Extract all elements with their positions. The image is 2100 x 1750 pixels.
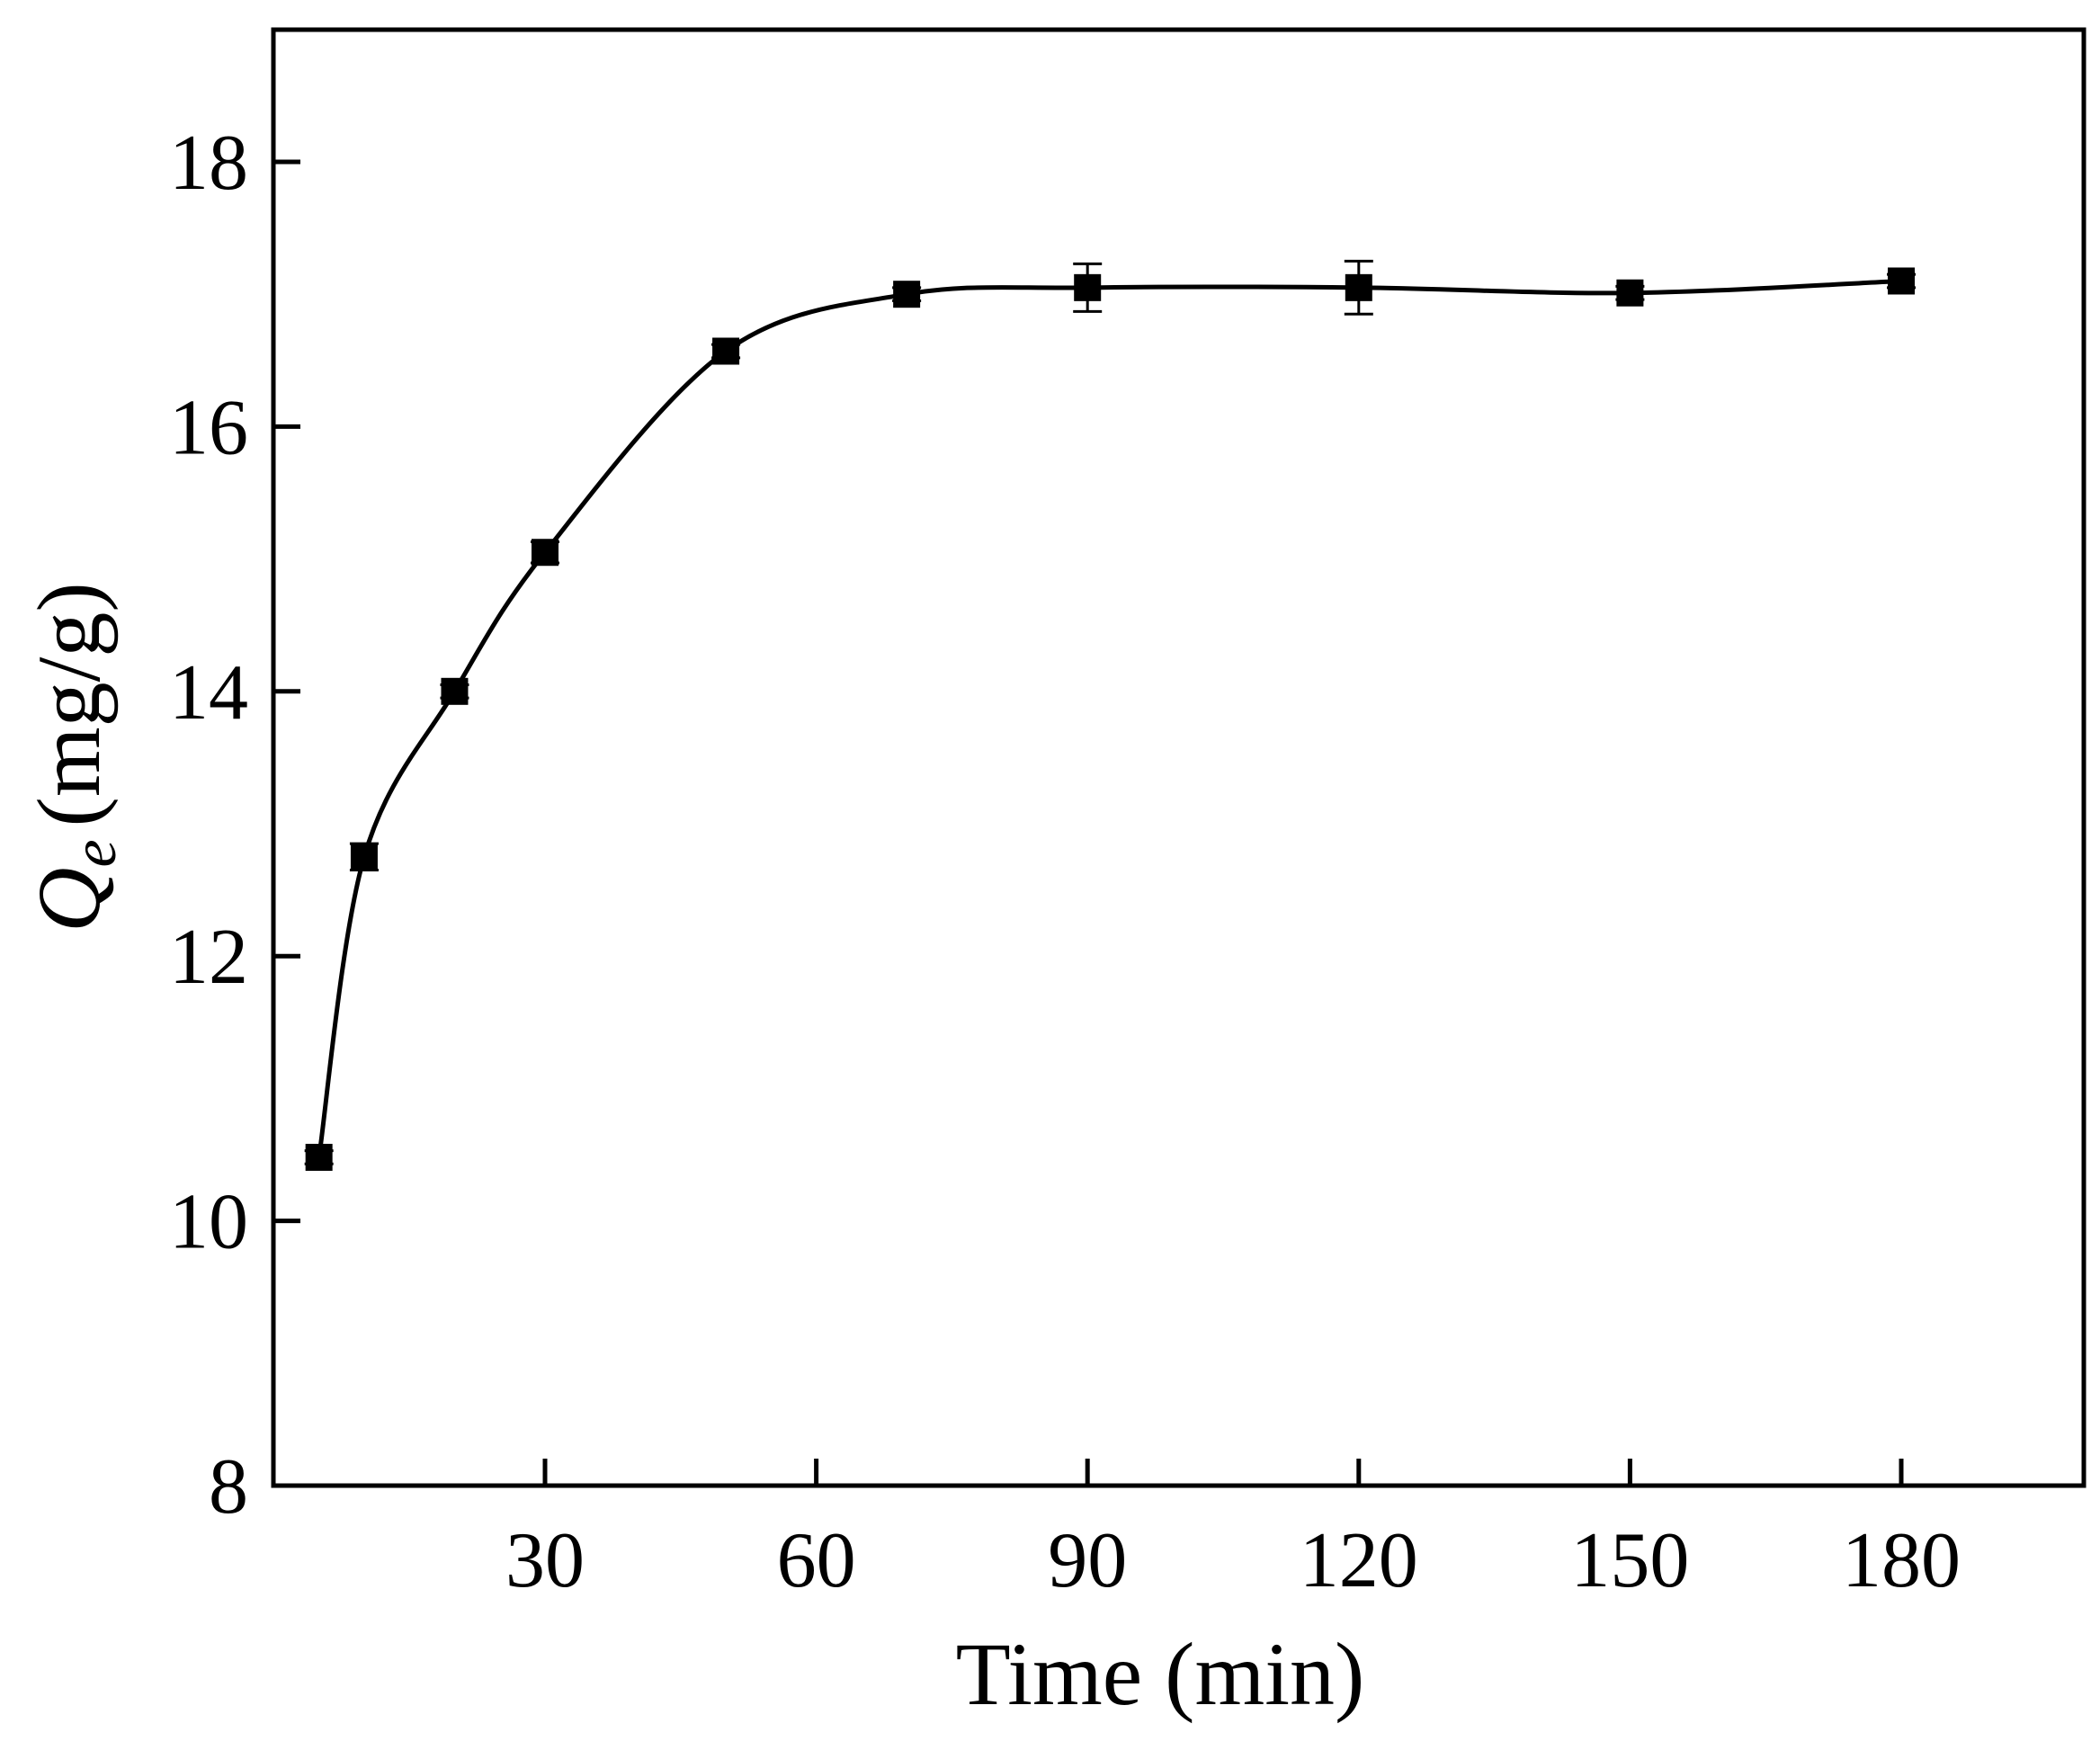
data-markers	[305, 267, 1915, 1171]
x-tick-label: 120	[1300, 1517, 1418, 1604]
data-point	[1074, 273, 1102, 301]
y-tick-label: 8	[209, 1443, 248, 1531]
data-point	[305, 1143, 333, 1171]
y-axis-unit: (mg/g)	[19, 582, 119, 826]
data-point	[441, 677, 469, 705]
x-tick-label: 150	[1570, 1517, 1689, 1604]
x-tick-label: 60	[777, 1517, 856, 1604]
x-tick-label: 30	[505, 1517, 585, 1604]
y-axis-symbol: Q	[19, 868, 119, 933]
y-tick-label: 16	[169, 384, 248, 471]
series-curve	[317, 278, 1902, 1158]
y-tick-label: 12	[169, 914, 248, 1001]
data-point	[532, 539, 559, 567]
data-point	[1345, 273, 1372, 301]
x-tick-label: 90	[1048, 1517, 1127, 1604]
x-axis-ticks: 30 60 90 120 150 180	[505, 1459, 1961, 1604]
data-point	[1888, 267, 1915, 295]
data-point	[350, 843, 378, 871]
y-axis-subscript: e	[60, 839, 130, 867]
data-point	[893, 281, 921, 308]
x-tick-label: 180	[1842, 1517, 1961, 1604]
error-bars	[304, 259, 1916, 1165]
data-point	[1616, 279, 1644, 307]
y-tick-label: 10	[169, 1179, 248, 1266]
plot-frame	[271, 27, 2087, 1488]
y-axis-title: Qe (mg/g)	[19, 582, 130, 932]
x-axis-title: Time (min)	[956, 1624, 1365, 1724]
data-point	[712, 337, 740, 365]
y-tick-label: 18	[169, 120, 248, 207]
y-tick-label: 14	[169, 649, 248, 737]
y-axis-ticks: 8 10 12 14 16 18	[169, 120, 300, 1531]
